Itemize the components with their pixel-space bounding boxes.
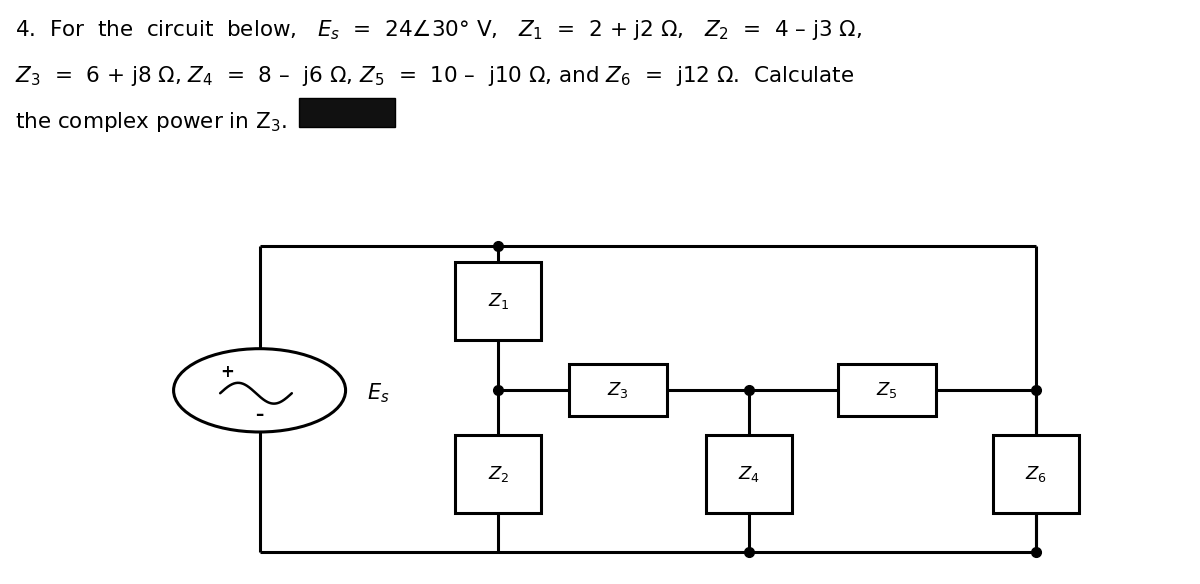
- Text: $Z_5$: $Z_5$: [876, 380, 898, 401]
- Bar: [569, 364, 667, 416]
- Text: the complex power in Z$_3$.: the complex power in Z$_3$.: [14, 110, 287, 134]
- Bar: [456, 262, 541, 340]
- Text: –: –: [256, 406, 264, 425]
- Text: $E_s$: $E_s$: [367, 381, 390, 405]
- Text: 4.  For  the  circuit  below,   $E_s$  =  24$\angle$30° V,   $Z_1$  =  2 + j2 $\: 4. For the circuit below, $E_s$ = 24$\an…: [14, 18, 862, 42]
- Bar: [456, 435, 541, 513]
- Bar: [992, 435, 1079, 513]
- Text: $Z_1$: $Z_1$: [487, 291, 509, 311]
- Bar: [838, 364, 936, 416]
- Bar: [299, 98, 395, 127]
- Text: $Z_6$: $Z_6$: [1025, 464, 1046, 484]
- Text: $Z_3$  =  6 + j8 $\Omega$, $Z_4$  =  8 –  j6 $\Omega$, $Z_5$  =  10 –  j10 $\Ome: $Z_3$ = 6 + j8 $\Omega$, $Z_4$ = 8 – j6 …: [14, 64, 854, 88]
- Text: $Z_4$: $Z_4$: [738, 464, 761, 484]
- Text: $Z_2$: $Z_2$: [487, 464, 509, 484]
- Text: $Z_3$: $Z_3$: [607, 380, 629, 401]
- Bar: [707, 435, 792, 513]
- Text: +: +: [220, 363, 234, 381]
